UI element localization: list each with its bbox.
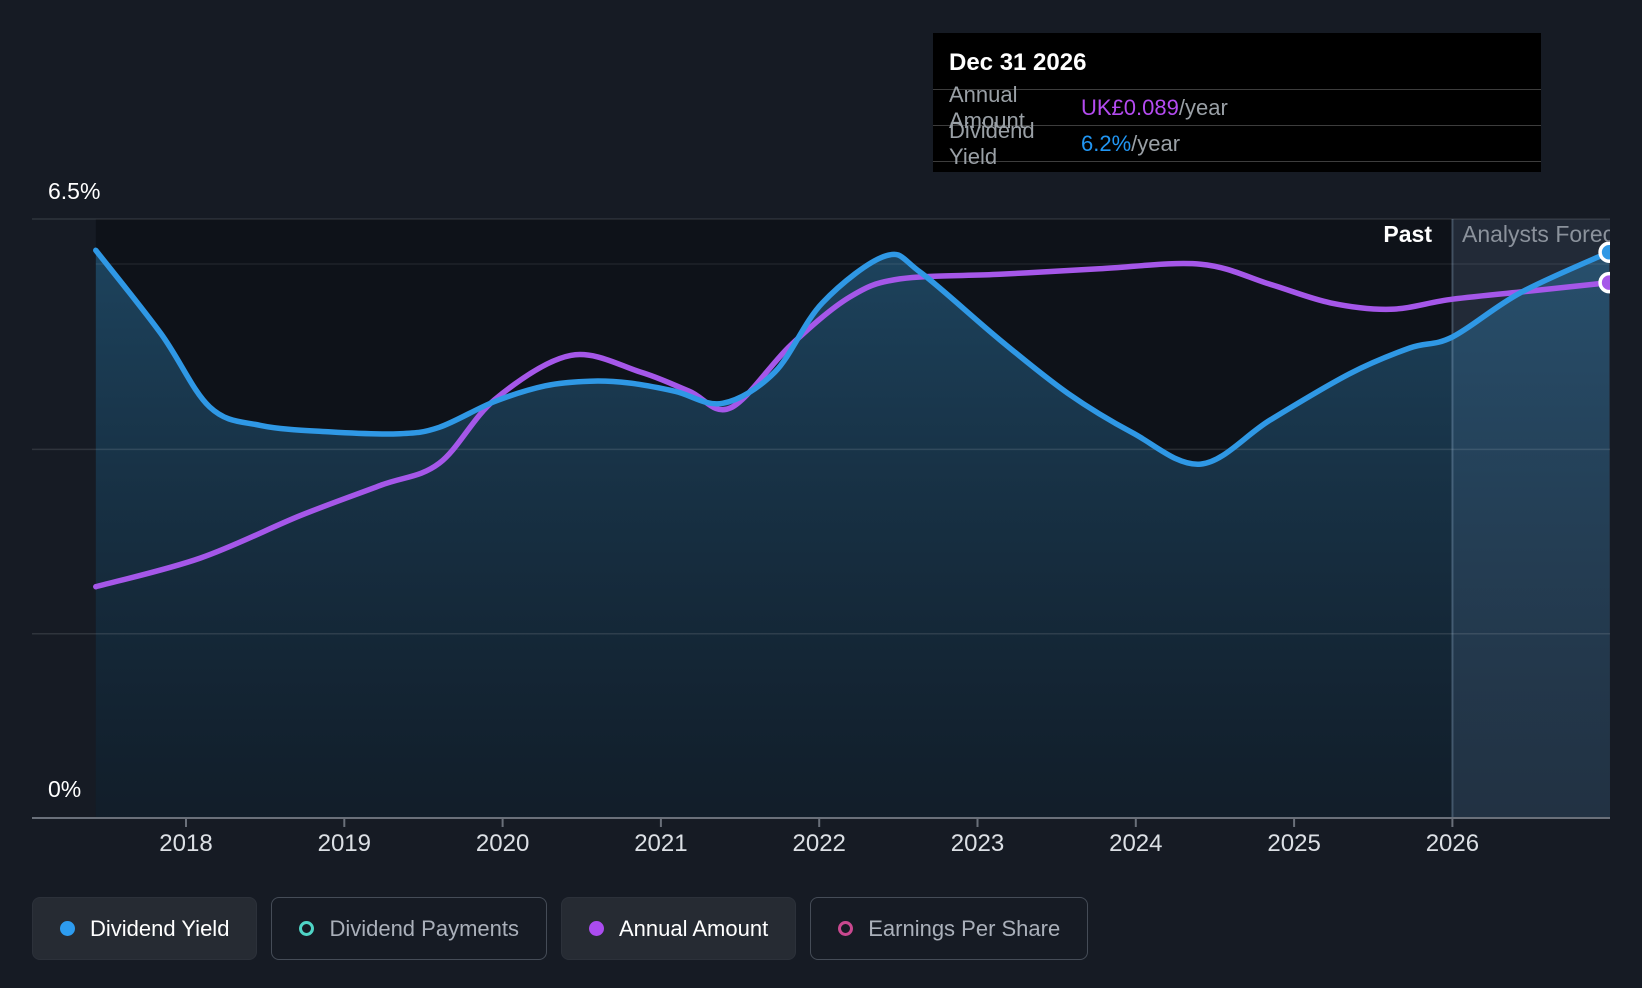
x-tick-label-2022: 2022 xyxy=(792,830,846,857)
tooltip-label: Annual Amount xyxy=(949,81,1025,133)
annual-amount-dot-icon xyxy=(588,921,604,936)
legend-button-dividend-yield[interactable]: Dividend Yield xyxy=(32,897,258,960)
tooltip-suffix: /year xyxy=(1178,94,1228,120)
legend-button-annual-amount[interactable]: Annual Amount xyxy=(560,897,797,960)
dividend-yield-area xyxy=(95,250,1610,819)
annual-amount-end-marker[interactable] xyxy=(1598,271,1618,294)
forecast-region-label: Analysts Forecasts xyxy=(1462,221,1610,247)
tooltip-row-dividend-yield: Dividend Yield 6.2%/year xyxy=(933,118,1541,169)
y-axis-max-label: 6.5% xyxy=(48,178,101,204)
tooltip-row-annual-amount: Annual Amount UK£0.089/year xyxy=(933,82,1541,133)
x-tick-label-2024: 2024 xyxy=(1109,830,1163,857)
chart-tooltip: Dec 31 2026 Annual Amount UK£0.089/year … xyxy=(933,33,1541,172)
y-axis-min-label: 0% xyxy=(48,776,82,802)
tooltip-date: Dec 31 2026 xyxy=(949,49,1087,76)
legend-button-earnings-per-share[interactable]: Earnings Per Share xyxy=(810,897,1089,960)
dividend-yield-end-marker[interactable] xyxy=(1598,241,1618,263)
x-tick-label-2018: 2018 xyxy=(159,830,213,857)
earnings-per-share-circle-icon xyxy=(838,921,854,936)
legend-label: Dividend Payments xyxy=(329,915,519,941)
x-tick-label-2020: 2020 xyxy=(475,830,530,857)
chart-legend: Dividend Yield Dividend Payments Annual … xyxy=(32,897,1089,960)
x-tick-label-2023: 2023 xyxy=(950,830,1005,857)
legend-label: Dividend Yield xyxy=(90,915,230,941)
dividend-payments-circle-icon xyxy=(299,921,315,936)
x-tick-label-2026: 2026 xyxy=(1425,830,1480,857)
tooltip-label: Dividend Yield xyxy=(949,117,1035,169)
tooltip-value: 6.2% xyxy=(1081,130,1132,156)
x-tick-label-2025: 2025 xyxy=(1267,830,1321,857)
dividend-yield-line[interactable] xyxy=(93,247,1610,467)
legend-button-dividend-payments[interactable]: Dividend Payments xyxy=(271,897,547,960)
x-tick-label-2019: 2019 xyxy=(317,830,371,857)
x-tick-label-2021: 2021 xyxy=(634,830,688,857)
legend-label: Earnings Per Share xyxy=(868,915,1061,941)
past-region-label: Past xyxy=(1383,221,1432,247)
tooltip-value: UK£0.089 xyxy=(1081,94,1179,120)
tooltip-suffix: /year xyxy=(1131,130,1181,156)
dividend-yield-dot-icon xyxy=(60,921,75,936)
legend-label: Annual Amount xyxy=(618,915,769,941)
